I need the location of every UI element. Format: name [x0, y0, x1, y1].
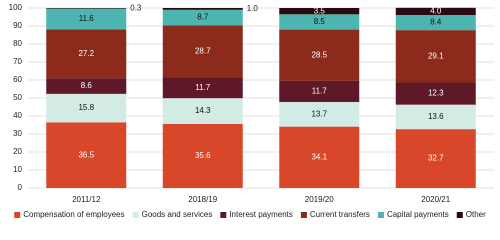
data-label: 14.3: [195, 106, 211, 115]
bar-segment: [46, 93, 127, 123]
data-label: 8.5: [314, 17, 326, 26]
bar-segment: [162, 9, 243, 26]
legend-label: Goods and services: [142, 210, 213, 219]
data-label: 8.7: [197, 13, 209, 22]
data-label: 36.5: [78, 150, 94, 159]
bar-segment: [279, 80, 360, 102]
y-tick-label: 30: [13, 129, 22, 138]
legend-swatch: [377, 212, 384, 218]
y-tick-label: 90: [13, 21, 22, 30]
bar-segment: [46, 78, 127, 94]
y-tick-label: 40: [13, 111, 22, 120]
legend-label: Capital payments: [387, 210, 449, 219]
bar-segment: [279, 29, 360, 81]
legend-swatch: [132, 212, 139, 218]
bar-segment: [162, 8, 243, 10]
bar-segment: [46, 8, 127, 30]
bar-segment: [46, 8, 127, 9]
data-label: 11.7: [195, 83, 211, 92]
bar-segment: [162, 25, 243, 78]
bar-segment: [279, 126, 360, 188]
legend-swatch: [456, 212, 463, 218]
x-tick-label: 2019/20: [305, 195, 334, 204]
data-label: 32.7: [428, 154, 444, 163]
bar-segment: [395, 30, 476, 83]
data-label: 13.7: [311, 109, 327, 118]
legend-swatch: [14, 212, 21, 218]
y-tick-label: 70: [13, 57, 22, 66]
bar-segment: [395, 129, 476, 188]
bar-segment: [46, 122, 127, 188]
bar-segment: [162, 77, 243, 99]
data-label: 28.7: [195, 46, 211, 55]
legend-label: Interest payments: [229, 210, 293, 219]
data-label: 13.6: [428, 112, 444, 121]
data-label: 27.2: [78, 49, 94, 58]
bar-segment: [46, 29, 127, 79]
x-tick-label: 2020/21: [421, 195, 450, 204]
y-tick-label: 20: [13, 147, 22, 156]
y-tick-label: 100: [9, 3, 23, 12]
legend-label: Compensation of employees: [23, 210, 124, 219]
x-tick-label: 2018/19: [188, 195, 217, 204]
data-label: 35.6: [195, 151, 211, 160]
data-label: 8.6: [81, 81, 93, 90]
legend-swatch: [300, 212, 307, 218]
legend-swatch: [220, 212, 227, 218]
legend-label: Current transfers: [310, 210, 370, 219]
chart: 0 10 20 30 40 50 60 70 80 90 100 2011/12 36.5 15.8 8.6…: [9, 3, 494, 219]
data-label: 8.4: [430, 18, 442, 27]
legend-label: Other: [466, 210, 486, 219]
bar-segment: [395, 82, 476, 105]
data-label: 28.5: [311, 50, 327, 59]
bar-segment: [162, 98, 243, 124]
bar-segment: [162, 123, 243, 188]
bar-segment: [279, 8, 360, 15]
data-label: 11.7: [312, 87, 328, 96]
data-label: 29.1: [428, 51, 444, 60]
y-tick-label: 60: [13, 75, 22, 84]
bar-segment: [279, 101, 360, 127]
data-label: 1.0: [247, 4, 259, 13]
bar-segment: [395, 15, 476, 31]
data-label: 15.8: [78, 103, 94, 112]
data-label: 0.3: [130, 3, 142, 12]
y-tick-label: 10: [13, 165, 22, 174]
x-tick-label: 2011/12: [72, 195, 101, 204]
bar-segment: [395, 104, 476, 130]
data-label: 11.6: [79, 14, 95, 23]
data-label: 12.3: [428, 89, 444, 98]
bar-segment: [279, 14, 360, 30]
data-label: 34.1: [311, 152, 327, 161]
y-tick-label: 50: [13, 93, 22, 102]
bar-segment: [395, 7, 476, 16]
data-label: 4.0: [430, 7, 442, 16]
data-label: 3.5: [314, 6, 326, 15]
y-tick-label: 0: [18, 183, 23, 192]
y-tick-label: 80: [13, 39, 22, 48]
